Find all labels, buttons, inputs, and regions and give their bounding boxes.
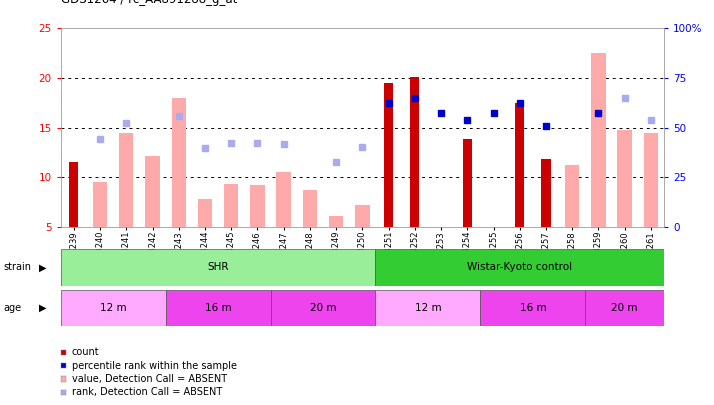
Bar [145, 156, 160, 227]
Text: GDS1264 / rc_AA891288_g_at: GDS1264 / rc_AA891288_g_at [61, 0, 237, 6]
Bar [644, 132, 658, 227]
Bar [171, 98, 186, 227]
Bar [376, 290, 481, 326]
Text: 12 m: 12 m [415, 303, 441, 313]
Text: 20 m: 20 m [611, 303, 638, 313]
Bar [411, 77, 419, 227]
Text: 16 m: 16 m [520, 303, 546, 313]
Text: 16 m: 16 m [205, 303, 231, 313]
Bar [69, 162, 79, 227]
Text: SHR: SHR [207, 262, 228, 272]
Text: count: count [71, 347, 99, 357]
Bar [166, 290, 271, 326]
Bar [591, 53, 605, 227]
Bar [355, 205, 370, 227]
Bar [198, 199, 212, 227]
Text: ▶: ▶ [39, 303, 47, 313]
Text: strain: strain [4, 262, 31, 272]
Bar [61, 290, 166, 326]
Text: age: age [4, 303, 21, 313]
Bar [516, 103, 524, 227]
Text: Wistar-Kyoto control: Wistar-Kyoto control [467, 262, 573, 272]
Text: 20 m: 20 m [310, 303, 336, 313]
Bar [276, 172, 291, 227]
Bar [61, 249, 376, 286]
Text: rank, Detection Call = ABSENT: rank, Detection Call = ABSENT [71, 388, 222, 397]
Text: value, Detection Call = ABSENT: value, Detection Call = ABSENT [71, 374, 227, 384]
Text: 12 m: 12 m [100, 303, 126, 313]
Bar [93, 182, 107, 227]
Bar [481, 290, 585, 326]
Text: ▶: ▶ [39, 262, 47, 272]
Bar [618, 130, 632, 227]
Bar [271, 290, 376, 326]
Bar [119, 132, 134, 227]
Text: percentile rank within the sample: percentile rank within the sample [71, 361, 236, 371]
Bar [541, 159, 550, 227]
Bar [303, 190, 317, 227]
Bar [463, 139, 472, 227]
Bar [250, 185, 265, 227]
Bar [224, 184, 238, 227]
Bar [376, 249, 664, 286]
Bar [384, 83, 393, 227]
Bar [329, 216, 343, 227]
Bar [585, 290, 664, 326]
Bar [565, 165, 580, 227]
